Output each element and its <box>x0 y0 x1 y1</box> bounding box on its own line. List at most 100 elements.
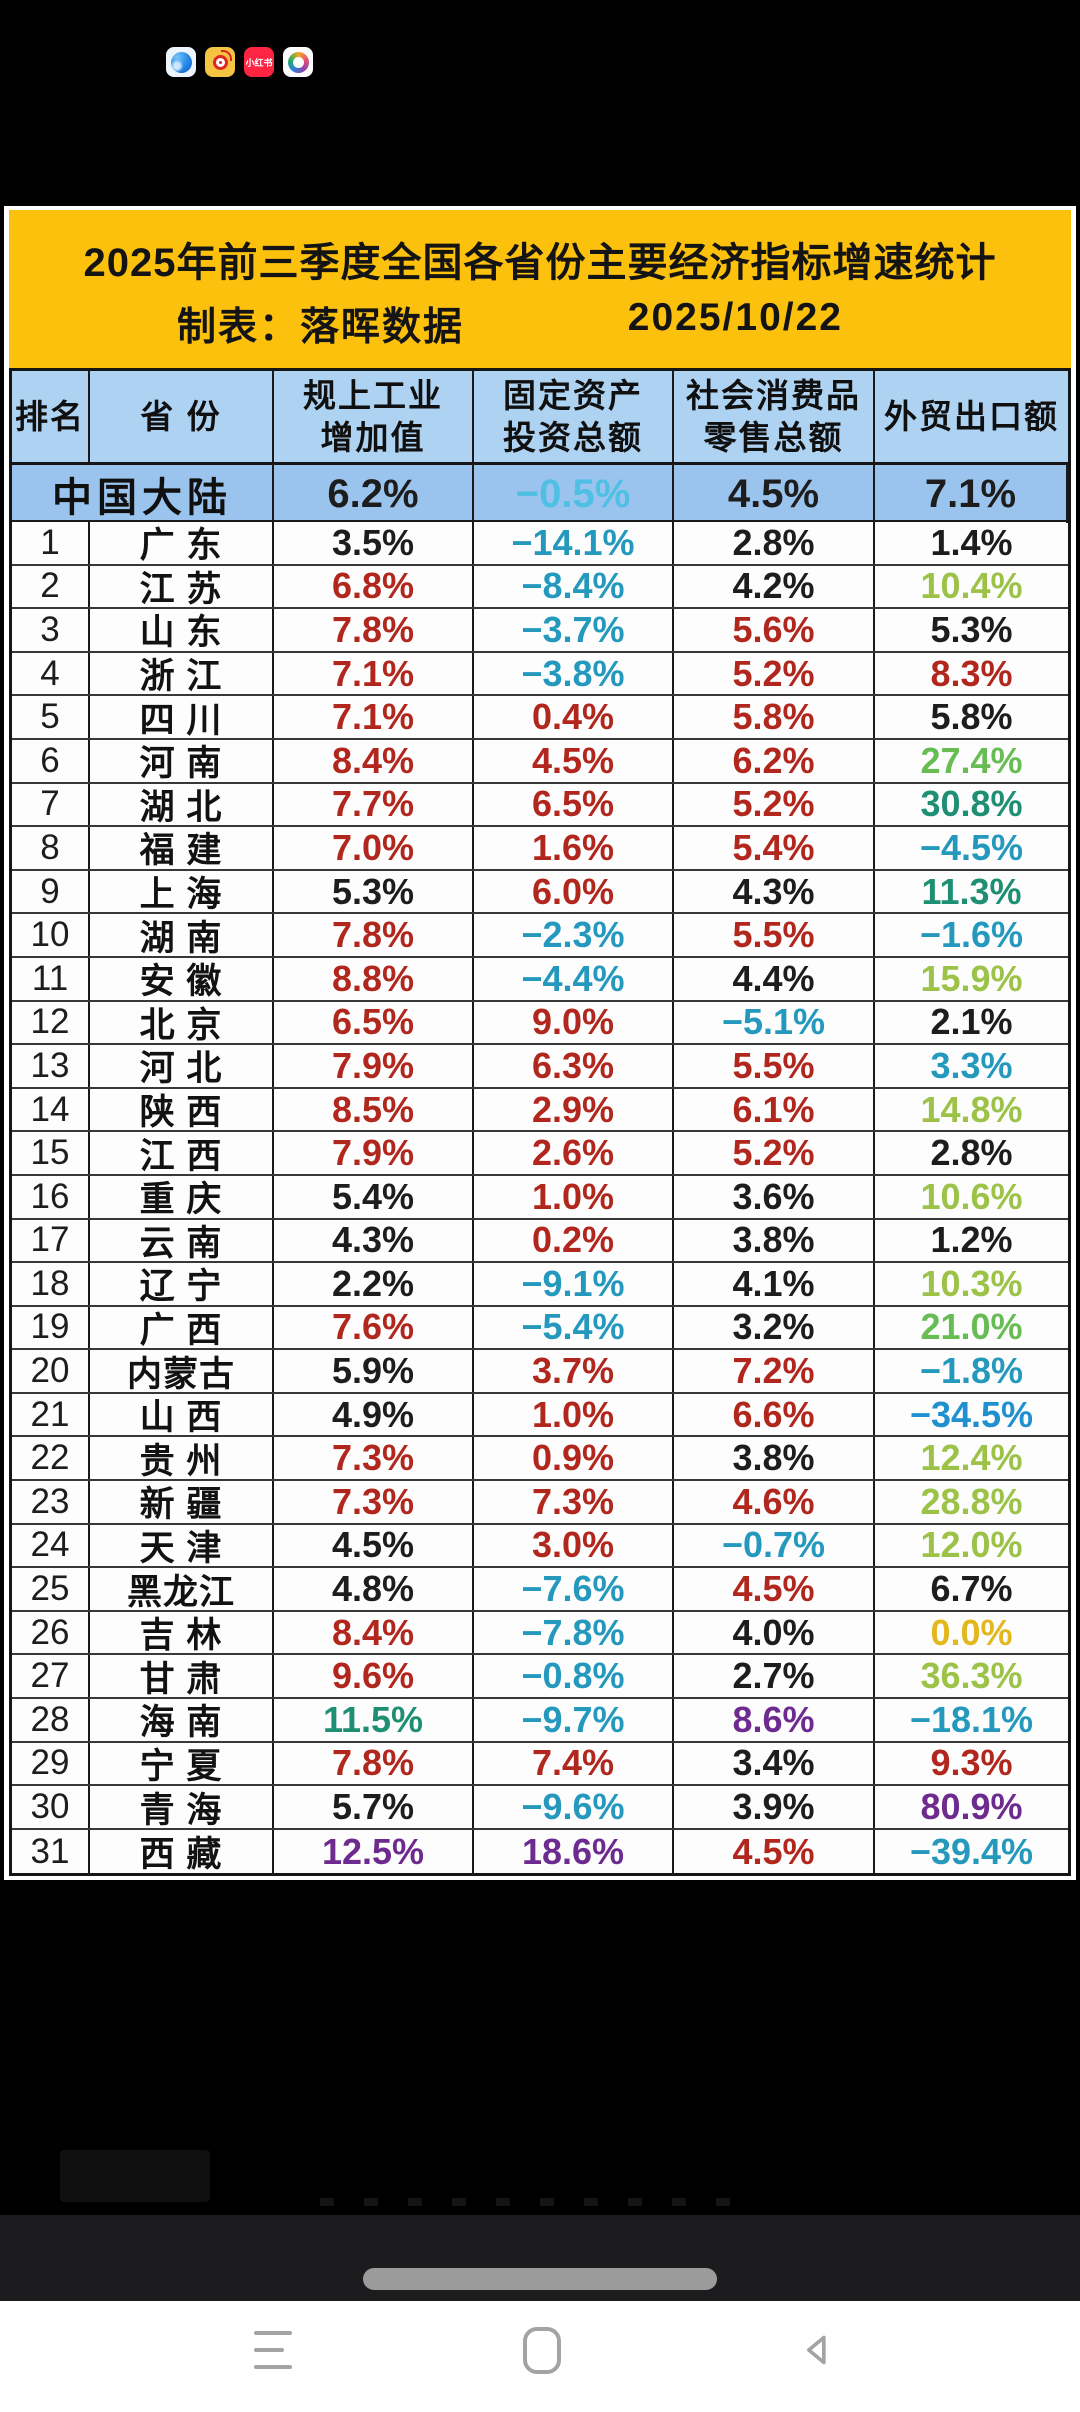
menu-button[interactable] <box>254 2331 292 2369</box>
value-cell: 6.2% <box>674 739 875 782</box>
value-cell: 7.9% <box>274 1045 474 1087</box>
province-cell: 新 疆 <box>90 1481 274 1523</box>
province-cell: 黑龙江 <box>90 1568 274 1610</box>
value-cell: 12.5% <box>274 1829 474 1874</box>
value-cell: 7.1% <box>274 696 474 738</box>
value-cell: 7.0% <box>274 827 474 869</box>
value-cell: −3.8% <box>474 652 674 695</box>
value-cell: −14.1% <box>474 522 674 564</box>
value-cell: 12.4% <box>920 1437 1023 1479</box>
value-cell: 5.8% <box>930 696 1013 738</box>
value-cell: 6.0% <box>474 870 674 913</box>
weibo-app-icon[interactable] <box>205 47 235 77</box>
rank-cell: 23 <box>12 1481 90 1523</box>
value-cell: 3.8% <box>674 1437 875 1480</box>
value-cell: 1.4% <box>930 522 1013 563</box>
value-cell: 6.5% <box>474 783 674 826</box>
value-cell: 3.4% <box>674 1742 875 1785</box>
rank-cell: 15 <box>12 1132 90 1174</box>
province-cell: 河 南 <box>90 739 274 782</box>
color-ring-icon <box>287 51 309 73</box>
table-row: 27 甘 肃 9.6% −0.8% 2.7% 36.3% <box>12 1655 1068 1700</box>
value-cell: 2.7% <box>674 1655 875 1698</box>
rank-cell: 26 <box>12 1611 90 1654</box>
province-cell: 四 川 <box>90 696 274 738</box>
table-row: 29 宁 夏 7.8% 7.4% 3.4% 9.3% <box>12 1742 1068 1787</box>
rank-cell: 6 <box>12 739 90 782</box>
value-cell: 12.0% <box>920 1524 1023 1566</box>
province-cell: 天 津 <box>90 1524 274 1567</box>
xiaohongshu-app-icon[interactable]: 小红书 <box>244 47 274 77</box>
province-cell: 上 海 <box>90 870 274 913</box>
banner-date: 2025/10/22 <box>627 296 843 339</box>
rank-cell: 12 <box>12 1001 90 1044</box>
back-button[interactable] <box>798 2327 838 2373</box>
value-cell: 4.3% <box>674 870 875 913</box>
value-cell: 28.8% <box>920 1481 1023 1522</box>
value-cell: 1.0% <box>474 1393 674 1436</box>
value-cell: 7.8% <box>274 609 474 651</box>
value-cell: 5.7% <box>274 1786 474 1828</box>
browser-app-icon[interactable] <box>166 47 196 77</box>
value-cell: 27.4% <box>920 739 1023 781</box>
value-cell: 5.6% <box>674 609 875 651</box>
table-row: 25 黑龙江 4.8% −7.6% 4.5% 6.7% <box>12 1568 1068 1612</box>
rank-cell: 14 <box>12 1088 90 1131</box>
home-indicator[interactable] <box>363 2268 717 2290</box>
value-cell: 5.4% <box>674 827 875 869</box>
value-cell: 4.4% <box>674 957 875 1000</box>
value-cell: 3.8% <box>674 1219 875 1262</box>
value-cell: 1.2% <box>930 1219 1013 1261</box>
value-cell: −5.1% <box>674 1001 875 1044</box>
value-cell: 7.8% <box>274 914 474 956</box>
value-cell: 0.0% <box>930 1611 1013 1653</box>
province-cell: 山 西 <box>90 1393 274 1436</box>
value-cell: 2.2% <box>274 1263 474 1305</box>
province-cell: 吉 林 <box>90 1611 274 1654</box>
home-button[interactable] <box>523 2327 561 2374</box>
value-cell: 0.4% <box>474 696 674 738</box>
rank-cell: 24 <box>12 1524 90 1567</box>
value-cell: 6.1% <box>674 1088 875 1131</box>
value-cell: 7.4% <box>474 1742 674 1785</box>
value-cell: 8.3% <box>930 652 1013 694</box>
rank-cell: 22 <box>12 1437 90 1480</box>
value-cell: 3.7% <box>474 1350 674 1392</box>
value-cell: 11.3% <box>921 870 1022 912</box>
province-cell: 湖 南 <box>90 914 274 956</box>
value-cell: 7.1% <box>274 652 474 695</box>
value-cell: 4.8% <box>274 1568 474 1610</box>
value-cell: −4.4% <box>474 957 674 1000</box>
table-row: 17 云 南 4.3% 0.2% 3.8% 1.2% <box>12 1219 1068 1264</box>
rank-cell: 3 <box>12 609 90 651</box>
province-cell: 湖 北 <box>90 783 274 826</box>
value-cell: 2.6% <box>474 1132 674 1174</box>
value-cell: 2.9% <box>474 1088 674 1131</box>
rank-cell: 27 <box>12 1655 90 1698</box>
value-cell: 2.1% <box>930 1001 1013 1043</box>
value-cell: 7.3% <box>474 1481 674 1523</box>
value-cell: 4.0% <box>674 1611 875 1654</box>
province-cell: 辽 宁 <box>90 1263 274 1305</box>
rank-cell: 19 <box>12 1306 90 1349</box>
value-cell: 9.3% <box>930 1742 1013 1784</box>
value-cell: 5.3% <box>274 870 474 913</box>
table-row: 26 吉 林 8.4% −7.8% 4.0% 0.0% <box>12 1611 1068 1656</box>
value-cell: −9.1% <box>474 1263 674 1305</box>
summary-value: 6.2% <box>274 465 474 523</box>
province-cell: 西 藏 <box>90 1829 274 1874</box>
table-row: 21 山 西 4.9% 1.0% 6.6% −34.5% <box>12 1393 1068 1438</box>
gallery-app-icon[interactable] <box>283 47 313 77</box>
province-cell: 重 庆 <box>90 1175 274 1218</box>
value-cell: 3.0% <box>474 1524 674 1567</box>
rank-cell: 31 <box>12 1829 90 1874</box>
value-cell: 9.6% <box>274 1655 474 1698</box>
value-cell: 8.6% <box>674 1699 875 1741</box>
value-cell: 6.8% <box>274 565 474 608</box>
value-cell: 4.5% <box>474 739 674 782</box>
